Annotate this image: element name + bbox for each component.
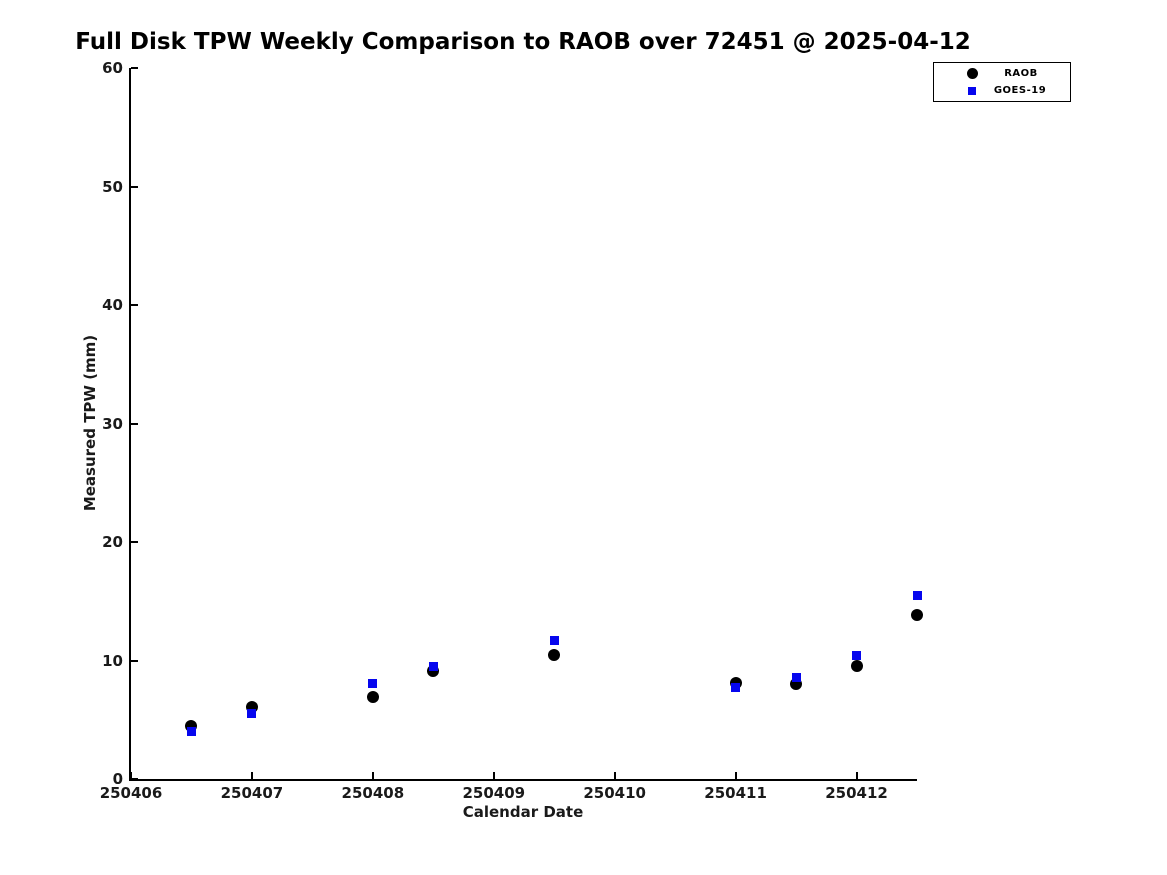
y-tick-label: 10 <box>102 651 123 670</box>
x-tick-label: 250409 <box>462 784 526 802</box>
x-tick <box>250 772 253 779</box>
legend-item-goes19: GOES-19 <box>934 84 1070 98</box>
raob-marker <box>548 648 561 661</box>
x-tick <box>734 772 737 779</box>
goes19-marker <box>186 727 196 737</box>
y-tick <box>131 185 138 188</box>
y-tick <box>131 659 138 662</box>
goes19-marker <box>791 672 801 682</box>
legend-label-goes19: GOES-19 <box>993 85 1047 96</box>
x-tick-label: 250406 <box>99 784 163 802</box>
goes19-marker <box>549 635 559 645</box>
x-tick <box>130 772 132 779</box>
goes19-marker <box>852 651 862 661</box>
y-tick-label: 50 <box>102 177 123 196</box>
raob-circle-icon <box>967 68 978 79</box>
y-tick-label: 0 <box>112 770 123 788</box>
goes19-marker <box>368 678 378 688</box>
y-tick-label: 60 <box>102 59 123 77</box>
x-tick-label: 250408 <box>341 784 405 802</box>
raob-marker <box>911 609 923 622</box>
y-tick <box>131 422 138 425</box>
goes19-marker <box>428 661 438 671</box>
legend-item-raob: RAOB <box>934 67 1070 81</box>
x-tick-label: 250410 <box>583 784 646 802</box>
x-axis-label: Calendar Date <box>462 803 584 821</box>
raob-marker <box>850 660 863 673</box>
y-tick-label: 30 <box>102 414 123 433</box>
x-tick <box>492 772 495 779</box>
goes19-square-icon <box>968 86 976 95</box>
y-tick <box>131 67 138 69</box>
x-tick-label: 250407 <box>220 784 284 802</box>
y-tick-label: 40 <box>102 296 123 314</box>
y-tick <box>131 541 138 543</box>
legend-label-raob: RAOB <box>1004 68 1038 79</box>
chart-title: Full Disk TPW Weekly Comparison to RAOB … <box>75 29 971 55</box>
goes19-marker <box>731 683 741 693</box>
plot-area: 250406 250407 250408 250409 250410 250411 2504… <box>100 59 923 802</box>
y-tick <box>131 778 138 780</box>
legend: RAOB GOES-19 <box>933 62 1071 102</box>
y-tick <box>131 304 138 306</box>
y-tick-label: 20 <box>102 533 123 551</box>
x-tick <box>371 772 374 779</box>
goes19-marker <box>912 590 922 600</box>
x-tick <box>855 772 858 779</box>
x-tick-label: 250412 <box>825 784 888 802</box>
raob-marker <box>366 691 379 704</box>
goes19-marker <box>247 709 257 719</box>
x-tick-label: 250411 <box>704 784 767 802</box>
x-tick <box>613 772 616 779</box>
